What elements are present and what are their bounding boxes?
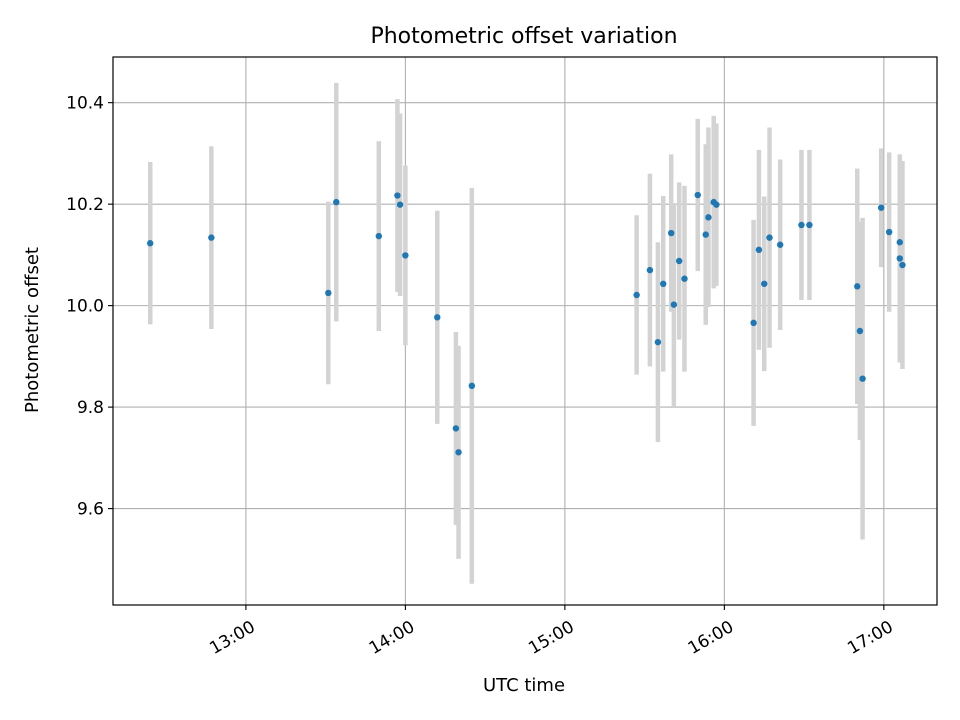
data-point: [147, 240, 154, 247]
plot-area: [113, 57, 937, 605]
data-point: [675, 257, 683, 265]
data-point: [776, 241, 784, 248]
data-point: [885, 228, 893, 236]
data-point: [806, 221, 813, 229]
data-point: [798, 221, 805, 229]
data-point: [896, 239, 903, 246]
data-point: [755, 246, 763, 254]
y-axis-ticks: 9.6 9.8 10.0 10.2 10.4: [66, 94, 113, 520]
data-point: [394, 192, 401, 199]
y-axis-label: Photometric offset: [22, 247, 43, 413]
data-point: [402, 252, 409, 259]
data-point: [208, 234, 215, 241]
data-point: [705, 214, 712, 221]
data-point: [667, 229, 675, 237]
data-point: [856, 327, 864, 335]
y-tick-label: 9.8: [77, 398, 104, 418]
data-point: [333, 198, 340, 206]
data-point: [854, 283, 861, 290]
data-point: [713, 201, 720, 208]
x-axis-label: UTC time: [483, 675, 565, 696]
data-point: [702, 231, 709, 238]
data-point: [660, 280, 667, 288]
plot-frame: [112, 56, 938, 606]
data-point: [899, 261, 906, 269]
data-point: [434, 314, 441, 321]
data-point: [455, 449, 462, 456]
data-point: [396, 201, 404, 208]
data-point: [375, 232, 383, 240]
data-point: [694, 191, 701, 199]
data-points: [147, 191, 906, 456]
chart-title: Photometric offset variation: [370, 24, 677, 49]
data-point: [654, 338, 662, 346]
y-tick-label: 10.0: [66, 297, 104, 317]
data-point: [633, 291, 640, 299]
data-point: [646, 266, 654, 274]
y-tick-label: 10.4: [66, 94, 104, 114]
data-point: [468, 382, 476, 389]
data-point: [896, 255, 903, 262]
data-point: [670, 301, 678, 308]
data-point: [761, 280, 768, 288]
y-tick-label: 10.2: [66, 195, 104, 215]
data-point: [877, 204, 885, 211]
data-point: [859, 375, 866, 382]
data-point: [766, 234, 773, 241]
y-tick-label: 9.6: [77, 500, 104, 520]
data-point: [452, 425, 460, 432]
data-point: [750, 319, 757, 327]
data-point: [325, 289, 332, 297]
data-point: [681, 275, 688, 282]
